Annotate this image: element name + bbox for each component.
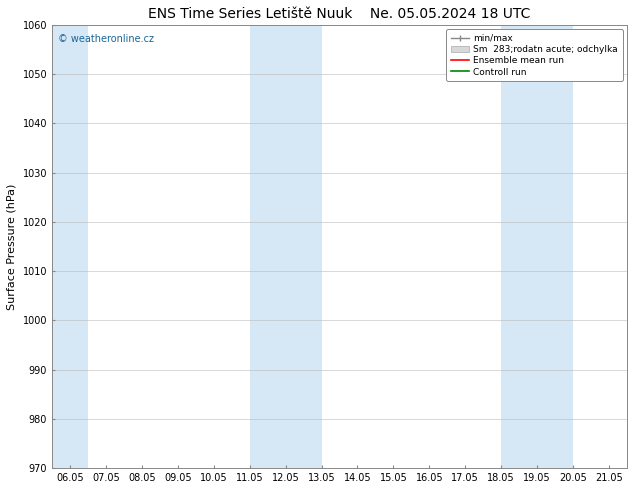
Bar	[501, 25, 573, 468]
Legend: min/max, Sm  283;rodatn acute; odchylka, Ensemble mean run, Controll run: min/max, Sm 283;rodatn acute; odchylka, …	[446, 29, 623, 81]
Y-axis label: Surface Pressure (hPa): Surface Pressure (hPa)	[7, 183, 17, 310]
Bar	[250, 25, 321, 468]
Text: © weatheronline.cz: © weatheronline.cz	[58, 34, 153, 44]
Bar	[52, 25, 88, 468]
Title: ENS Time Series Letiště Nuuk    Ne. 05.05.2024 18 UTC: ENS Time Series Letiště Nuuk Ne. 05.05.2…	[148, 7, 531, 21]
